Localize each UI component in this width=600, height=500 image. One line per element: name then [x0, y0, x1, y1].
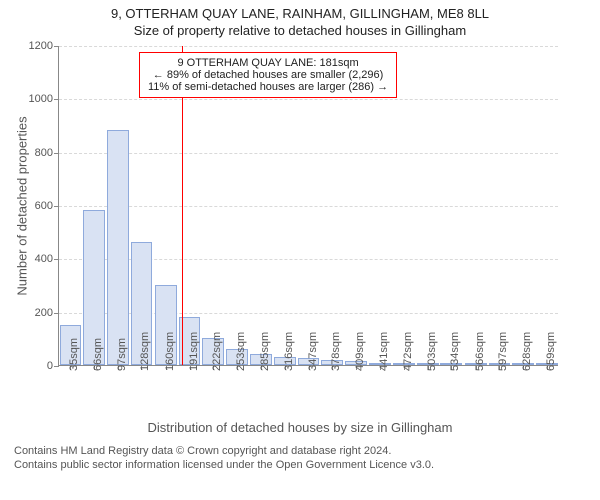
- gridline-h: [59, 153, 558, 154]
- annotation-box: 9 OTTERHAM QUAY LANE: 181sqm← 89% of det…: [139, 52, 397, 98]
- footer-attribution: Contains HM Land Registry data © Crown c…: [0, 445, 600, 473]
- xtick-label: 659sqm: [545, 332, 557, 371]
- xtick-label: 66sqm: [92, 338, 104, 371]
- xtick-label: 191sqm: [188, 332, 200, 371]
- chart-area: Number of detached properties 0200400600…: [58, 46, 600, 366]
- ytick-label: 800: [35, 147, 59, 159]
- xtick-label: 316sqm: [283, 332, 295, 371]
- xtick-label: 472sqm: [402, 332, 414, 371]
- xtick-label: 347sqm: [307, 332, 319, 371]
- xtick-label: 222sqm: [211, 332, 223, 371]
- plot-region: 02004006008001000120035sqm66sqm97sqm128s…: [58, 46, 558, 366]
- chart-title-block: 9, OTTERHAM QUAY LANE, RAINHAM, GILLINGH…: [0, 0, 600, 38]
- xtick-label: 409sqm: [354, 332, 366, 371]
- annotation-line: 11% of semi-detached houses are larger (…: [148, 81, 388, 93]
- title-line-1: 9, OTTERHAM QUAY LANE, RAINHAM, GILLINGH…: [0, 6, 600, 21]
- ytick-label: 600: [35, 200, 59, 212]
- ytick-label: 1000: [29, 93, 59, 105]
- xtick-label: 128sqm: [139, 332, 151, 371]
- ytick-label: 400: [35, 253, 59, 265]
- gridline-h: [59, 99, 558, 100]
- xtick-label: 503sqm: [426, 332, 438, 371]
- xtick-label: 441sqm: [378, 332, 390, 371]
- xtick-label: 597sqm: [497, 332, 509, 371]
- xtick-label: 160sqm: [164, 332, 176, 371]
- xtick-label: 285sqm: [259, 332, 271, 371]
- ytick-label: 0: [47, 360, 59, 372]
- xtick-label: 97sqm: [116, 338, 128, 371]
- footer-line-1: Contains HM Land Registry data © Crown c…: [14, 445, 600, 459]
- xtick-label: 378sqm: [330, 332, 342, 371]
- gridline-h: [59, 46, 558, 47]
- xtick-label: 534sqm: [449, 332, 461, 371]
- xtick-label: 628sqm: [521, 332, 533, 371]
- xtick-label: 566sqm: [474, 332, 486, 371]
- title-line-2: Size of property relative to detached ho…: [0, 23, 600, 38]
- gridline-h: [59, 206, 558, 207]
- annotation-line: 9 OTTERHAM QUAY LANE: 181sqm: [148, 57, 388, 69]
- annotation-line: ← 89% of detached houses are smaller (2,…: [148, 69, 388, 81]
- ytick-label: 1200: [29, 40, 59, 52]
- xtick-label: 35sqm: [68, 338, 80, 371]
- x-axis-title: Distribution of detached houses by size …: [0, 420, 600, 435]
- histogram-bar: [107, 130, 129, 365]
- ytick-label: 200: [35, 307, 59, 319]
- footer-line-2: Contains public sector information licen…: [14, 459, 600, 473]
- xtick-label: 253sqm: [235, 332, 247, 371]
- y-axis-title: Number of detached properties: [15, 116, 30, 295]
